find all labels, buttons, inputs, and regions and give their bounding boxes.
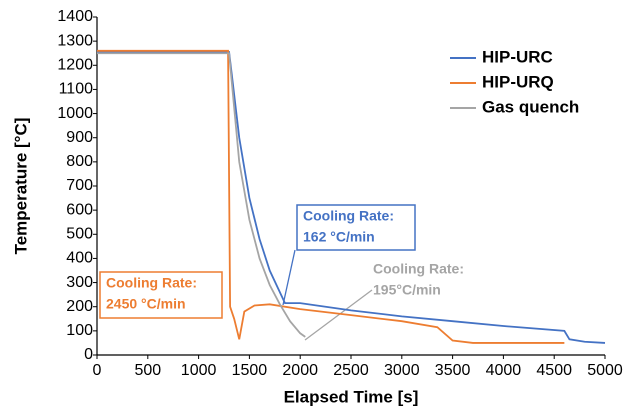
annotation-text: 162 °C/min: [303, 229, 375, 245]
x-tick-label: 5000: [587, 362, 623, 379]
y-axis-title: Temperature [°C]: [11, 118, 30, 255]
legend-label: HIP-URQ: [482, 72, 554, 91]
y-tick-label: 0: [84, 346, 93, 363]
annotation-pointer: [304, 289, 373, 341]
y-tick-label: 500: [66, 226, 93, 243]
series-line: [97, 52, 306, 338]
annotation-text: 2450 °C/min: [106, 296, 186, 312]
series-line: [97, 51, 606, 344]
y-tick-label: 800: [66, 153, 93, 170]
x-tick-label: 2500: [333, 362, 369, 379]
y-tick-label: 400: [66, 250, 93, 267]
x-tick-label: 3000: [384, 362, 420, 379]
annotation-text: Cooling Rate:: [303, 208, 394, 224]
x-tick-label: 1000: [181, 362, 217, 379]
annotation-text: 195°C/min: [373, 282, 441, 298]
legend-label: Gas quench: [482, 97, 579, 116]
annotation-text: Cooling Rate:: [106, 275, 197, 291]
x-tick-label: 0: [93, 362, 102, 379]
annotation-pointer: [282, 249, 296, 306]
y-tick-label: 1200: [57, 57, 93, 74]
y-tick-label: 1000: [57, 105, 93, 122]
annotation-box: [99, 271, 223, 319]
x-tick-label: 1500: [232, 362, 268, 379]
y-tick-label: 900: [66, 129, 93, 146]
y-tick-label: 200: [66, 298, 93, 315]
legend-label: HIP-URC: [482, 47, 553, 66]
y-tick-label: 100: [66, 322, 93, 339]
x-tick-label: 500: [134, 362, 161, 379]
series-line: [97, 49, 565, 344]
y-tick-label: 1300: [57, 32, 93, 49]
y-tick-label: 700: [66, 177, 93, 194]
x-tick-label: 4000: [486, 362, 522, 379]
y-tick-label: 1100: [59, 81, 94, 98]
x-tick-label: 4500: [536, 362, 572, 379]
x-tick-label: 2000: [282, 362, 318, 379]
y-tick-label: 300: [66, 274, 93, 291]
annotation-text: Cooling Rate:: [373, 261, 464, 277]
y-tick-label: 1400: [57, 8, 93, 25]
x-axis-title: Elapsed Time [s]: [284, 387, 419, 406]
y-tick-label: 600: [66, 201, 93, 218]
annotation-box: [296, 204, 416, 251]
x-tick-label: 3500: [435, 362, 471, 379]
